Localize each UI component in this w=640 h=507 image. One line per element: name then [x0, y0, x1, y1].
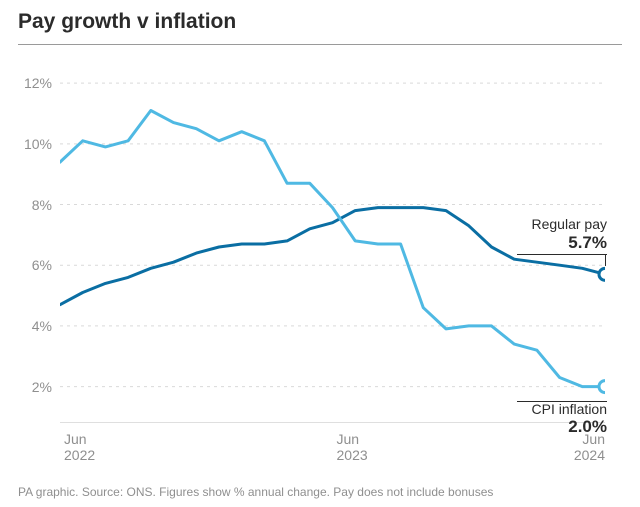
- plot-area: [60, 68, 605, 423]
- y-tick-label: 8%: [32, 197, 52, 213]
- series-name: CPI inflation: [532, 401, 607, 418]
- series-leader-h: [517, 401, 607, 402]
- y-tick-label: 6%: [32, 257, 52, 273]
- y-tick-label: 10%: [24, 136, 52, 152]
- series-leader-h: [517, 254, 607, 255]
- y-tick-label: 12%: [24, 75, 52, 91]
- y-tick-label: 4%: [32, 318, 52, 334]
- title-divider: [18, 44, 622, 45]
- x-tick-label: Jun2022: [64, 431, 95, 463]
- series-end-label-cpi_inflation: CPI inflation2.0%: [532, 401, 607, 438]
- series-end-label-regular_pay: Regular pay5.7%: [532, 216, 608, 253]
- chart-container: { "title": { "text": "Pay growth v infla…: [0, 0, 640, 507]
- y-tick-label: 2%: [32, 379, 52, 395]
- series-name: Regular pay: [532, 216, 608, 233]
- series-leader-v: [605, 254, 606, 266]
- series-end-value: 2.0%: [532, 417, 607, 437]
- chart-title: Pay growth v inflation: [18, 10, 236, 34]
- line-chart-svg: [60, 68, 605, 423]
- series-end-value: 5.7%: [532, 233, 608, 253]
- x-tick-label: Jun2023: [337, 431, 368, 463]
- chart-footer: PA graphic. Source: ONS. Figures show % …: [18, 485, 493, 499]
